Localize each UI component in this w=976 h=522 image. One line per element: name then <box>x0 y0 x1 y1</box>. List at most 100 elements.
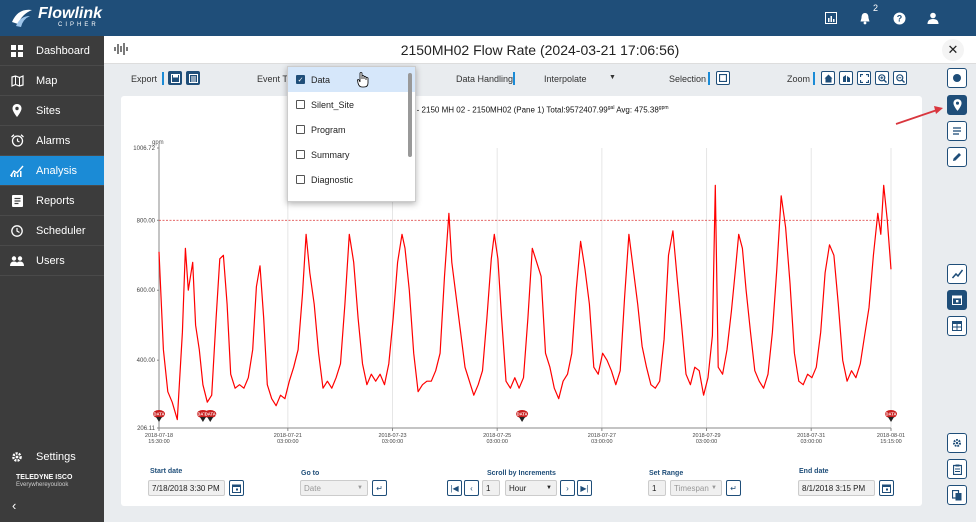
report-icon <box>10 194 24 208</box>
notification-count: 2 <box>872 3 878 13</box>
chart-toolbar: Export Event Ty Data Handling Interpolat… <box>104 64 936 94</box>
pencil-icon <box>953 153 961 161</box>
range-enter-button[interactable]: ↵ <box>726 480 741 496</box>
rail-location-button[interactable] <box>947 95 967 115</box>
set-range-label: Set Range <box>649 470 684 477</box>
event-option-label: Program <box>311 124 346 135</box>
zoom-fit-button[interactable] <box>839 71 853 85</box>
zoom-home-button[interactable] <box>821 71 835 85</box>
end-date-input[interactable]: 8/1/2018 3:15 PM <box>798 480 875 496</box>
scroll-unit-select[interactable]: Hour ▼ <box>505 480 557 496</box>
location-pin-icon <box>952 99 962 111</box>
sidebar-item-dashboard[interactable]: Dashboard <box>0 36 104 66</box>
scroll-count-input[interactable]: 1 <box>482 480 500 496</box>
calendar-icon <box>952 295 962 305</box>
rail-table-button[interactable] <box>947 316 967 336</box>
zoom-out-button[interactable] <box>893 71 907 85</box>
zoom-out-icon <box>895 73 905 83</box>
hand-pointer-cursor-icon <box>357 72 369 93</box>
interpolate-select[interactable]: Interpolate <box>544 74 587 84</box>
rail-copy-button[interactable] <box>947 485 967 505</box>
user-account-icon[interactable] <box>924 9 942 27</box>
sidebar-item-analysis[interactable]: Analysis <box>0 156 104 186</box>
export-label: Export <box>131 74 158 84</box>
chevron-right-icon: › <box>566 483 569 493</box>
interpolate-caret-icon[interactable]: ▼ <box>609 74 616 81</box>
circle-dot-icon <box>953 74 961 82</box>
close-button[interactable]: ✕ <box>942 39 964 61</box>
scroll-first-button[interactable]: |◀ <box>447 480 462 496</box>
scroll-last-button[interactable]: ▶| <box>577 480 592 496</box>
sidebar-item-scheduler[interactable]: Scheduler <box>0 216 104 246</box>
selection-box-button[interactable] <box>716 71 730 85</box>
scroll-prev-button[interactable]: ‹ <box>464 480 479 496</box>
teledyne-logo: TELEDYNE ISCO Everywhereyoulook <box>16 474 72 490</box>
total-unit: gal <box>607 105 615 111</box>
chart-panel <box>121 96 922 506</box>
dropdown-scroll-thumb[interactable] <box>408 73 412 157</box>
rail-notes-button[interactable] <box>947 121 967 141</box>
end-date-value: 8/1/2018 3:15 PM <box>802 483 866 493</box>
chevron-down-icon: ▼ <box>357 485 363 491</box>
checkbox-icon[interactable] <box>296 175 305 184</box>
dropdown-scrollbar[interactable] <box>407 69 413 199</box>
sidebar-item-reports[interactable]: Reports <box>0 186 104 216</box>
sidebar-item-users[interactable]: Users <box>0 246 104 276</box>
export-list-button[interactable] <box>186 71 200 85</box>
event-option-label: Data <box>311 74 331 85</box>
rail-calendar-button[interactable] <box>947 290 967 310</box>
scroll-next-button[interactable]: › <box>560 480 575 496</box>
checkbox-icon[interactable] <box>296 100 305 109</box>
event-type-label: Event Ty <box>257 74 292 84</box>
zoom-expand-button[interactable] <box>857 71 871 85</box>
rail-settings-button[interactable] <box>947 433 967 453</box>
event-option-silent-site[interactable]: Silent_Site <box>288 92 415 117</box>
event-option-program[interactable]: Program <box>288 117 415 142</box>
start-date-value: 7/18/2018 3:30 PM <box>152 483 220 493</box>
location-pin-icon <box>10 104 24 118</box>
event-option-data[interactable]: ✓ Data <box>288 67 415 92</box>
event-type-dropdown[interactable]: ✓ Data Silent_Site Program Summary Diagn… <box>287 66 416 202</box>
event-option-summary[interactable]: Summary <box>288 142 415 167</box>
sidebar-item-label: Sites <box>36 104 61 117</box>
checkbox-icon[interactable] <box>296 150 305 159</box>
sidebar-item-sites[interactable]: Sites <box>0 96 104 126</box>
notification-bell-icon[interactable]: 2 <box>856 3 878 27</box>
range-unit-select[interactable]: Timespan ▼ <box>670 480 722 496</box>
end-date-calendar-button[interactable] <box>879 480 894 496</box>
chevron-down-icon: ▼ <box>711 485 717 491</box>
export-save-button[interactable] <box>168 71 182 85</box>
report-chart-icon[interactable] <box>822 9 840 27</box>
range-unit-value: Timespan <box>674 483 709 493</box>
go-to-select[interactable]: Date ▼ <box>300 480 368 496</box>
go-to-label: Go to <box>301 470 320 477</box>
flowlink-logo[interactable]: Flowlink CIPHER <box>10 6 102 28</box>
checkbox-icon[interactable] <box>296 125 305 134</box>
range-count-input[interactable]: 1 <box>648 480 666 496</box>
start-date-input[interactable]: 7/18/2018 3:30 PM <box>148 480 225 496</box>
rail-clipboard-button[interactable] <box>947 459 967 479</box>
map-icon <box>10 74 24 88</box>
sidebar-item-map[interactable]: Map <box>0 66 104 96</box>
checkbox-checked-icon[interactable]: ✓ <box>296 75 305 84</box>
data-handling-label: Data Handling <box>456 74 514 84</box>
save-icon <box>170 73 180 83</box>
sidebar: Dashboard Map Sites Alarms Analysis Repo… <box>0 36 104 522</box>
scroll-count-value: 1 <box>486 483 491 493</box>
collapse-sidebar-chevron-icon[interactable]: ‹ <box>12 498 17 513</box>
start-date-calendar-button[interactable] <box>229 480 244 496</box>
sidebar-item-settings[interactable]: Settings <box>0 442 104 472</box>
rail-trend-button[interactable] <box>947 264 967 284</box>
gear-icon <box>10 450 24 464</box>
event-option-diagnostic[interactable]: Diagnostic <box>288 167 415 192</box>
zoom-in-button[interactable] <box>875 71 889 85</box>
table-icon <box>952 321 962 331</box>
trend-line-icon <box>951 269 963 279</box>
rail-record-button[interactable] <box>947 68 967 88</box>
sidebar-item-alarms[interactable]: Alarms <box>0 126 104 156</box>
help-icon[interactable]: ? <box>890 9 908 27</box>
rail-edit-button[interactable] <box>947 147 967 167</box>
selection-label: Selection <box>669 74 707 84</box>
calendar-icon <box>882 484 891 493</box>
go-to-enter-button[interactable]: ↵ <box>372 480 387 496</box>
